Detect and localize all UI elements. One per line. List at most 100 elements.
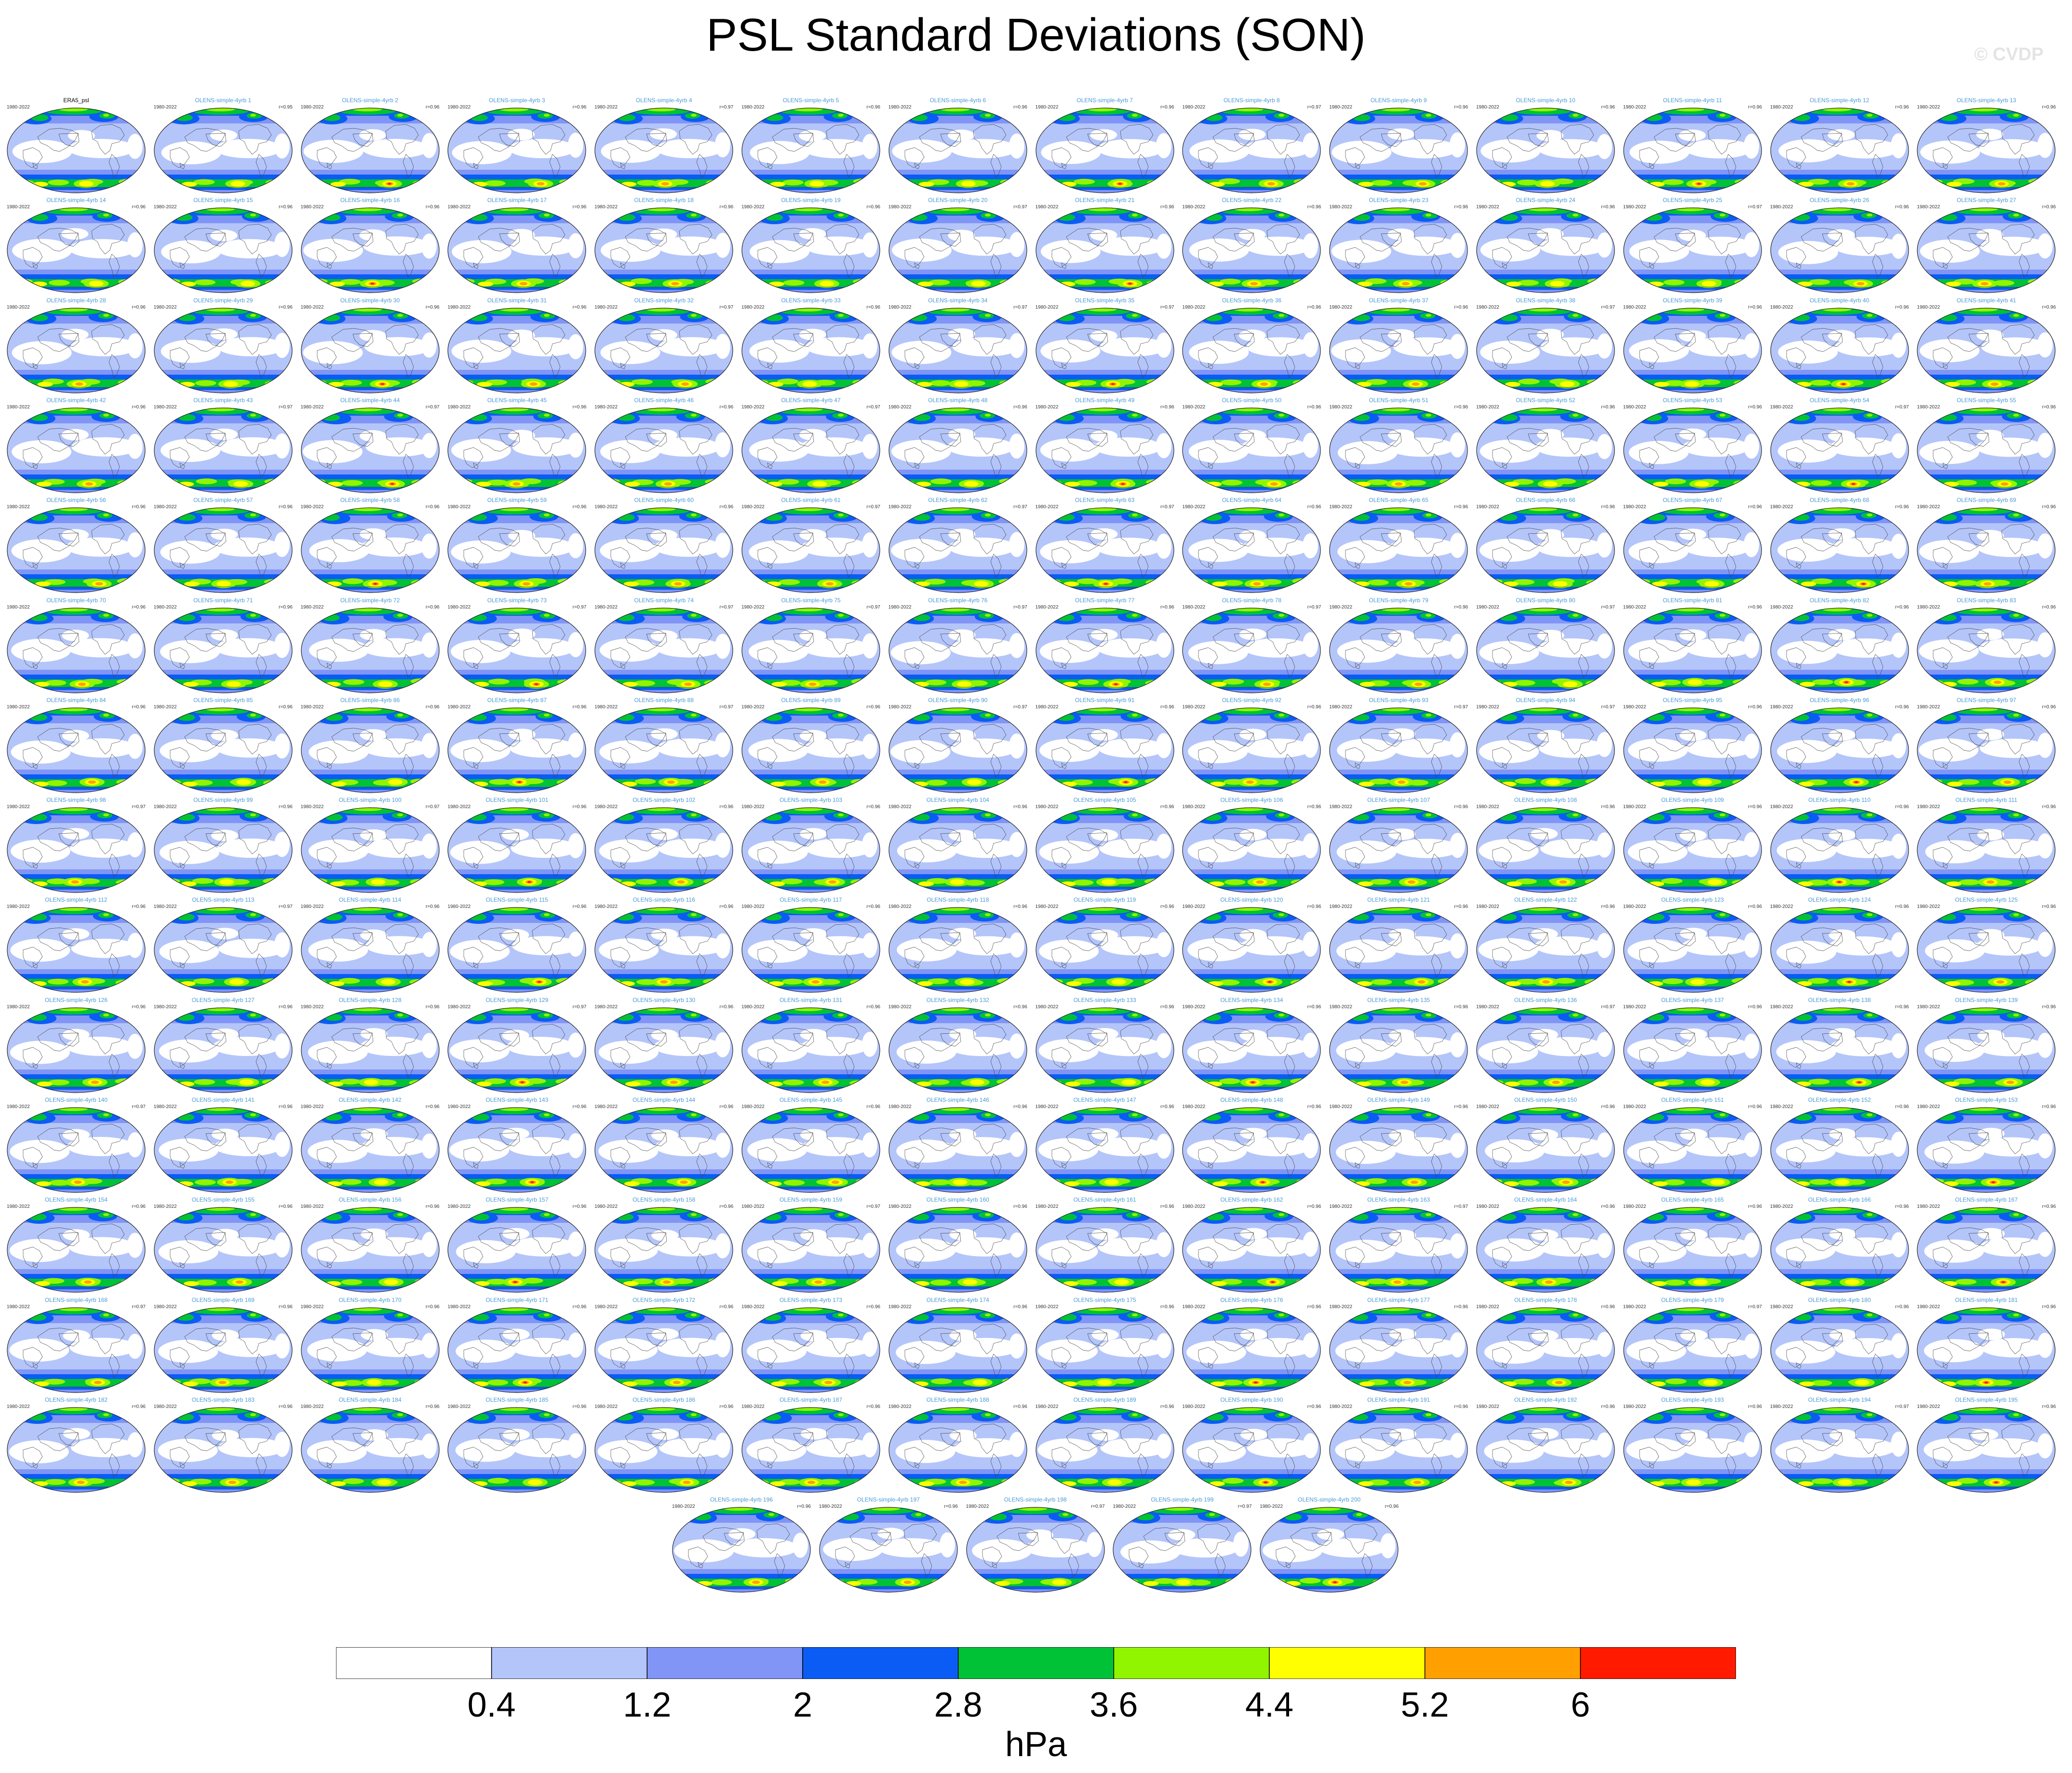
panel-title: OLENS-simple-4yrb 104 [926,797,989,804]
panel-pattern-correlation: r=0.96 [2042,1304,2056,1310]
panel-period: 1980-2022 [1476,1004,1499,1010]
panel-pattern-correlation: r=0.97 [1895,1404,1909,1409]
panel-title: OLENS-simple-4yrb 20 [928,197,988,204]
panel-pattern-correlation: r=0.96 [425,204,440,210]
map [1476,1307,1615,1393]
panel-pattern-correlation: r=0.96 [1160,1304,1174,1310]
ensemble-member-map-panel: OLENS-simple-4yrb 101 1980-2022 r=0.96 [446,796,587,893]
panel-title: OLENS-simple-4yrb 13 [1956,97,2017,104]
panel-pattern-correlation: r=0.96 [1748,1204,1762,1210]
map [447,407,586,493]
panel-title: OLENS-simple-4yrb 109 [1661,797,1724,804]
ensemble-member-map-panel: OLENS-simple-4yrb 59 1980-2022 r=0.96 [446,496,587,593]
panel-title: OLENS-simple-4yrb 30 [340,297,400,304]
map [154,1007,293,1093]
panel-title: OLENS-simple-4yrb 170 [338,1296,402,1303]
map [7,607,146,693]
map [447,607,586,693]
map [1035,108,1174,193]
panel-period: 1980-2022 [594,1304,618,1310]
panel-pattern-correlation: r=0.96 [1385,1504,1399,1510]
colorbar-tick-label: 4.4 [1245,1686,1294,1724]
panel-title: OLENS-simple-4yrb 158 [632,1196,696,1204]
map [154,407,293,493]
map [1770,1007,1909,1093]
ensemble-member-map-panel: OLENS-simple-4yrb 166 1980-2022 r=0.96 [1769,1196,1910,1293]
panel-period: 1980-2022 [741,1104,765,1110]
panel-pattern-correlation: r=0.96 [1601,404,1615,410]
panel-period: 1980-2022 [594,1204,618,1210]
panel-title: OLENS-simple-4yrb 141 [191,1096,255,1103]
panel-title: OLENS-simple-4yrb 133 [1073,996,1136,1003]
panel-title: OLENS-simple-4yrb 138 [1808,996,1871,1003]
ensemble-member-map-panel: OLENS-simple-4yrb 55 1980-2022 r=0.96 [1916,396,2057,493]
panel-title: OLENS-simple-4yrb 127 [191,996,255,1003]
panel-period: 1980-2022 [741,204,765,210]
panel-period: 1980-2022 [153,1104,177,1110]
panel-pattern-correlation: r=0.96 [425,704,440,710]
ensemble-member-map-panel: OLENS-simple-4yrb 200 1980-2022 r=0.96 [1259,1496,1399,1593]
colorbar-swatch [491,1647,648,1679]
map [1917,707,2056,793]
map [154,607,293,693]
ensemble-member-map-panel: OLENS-simple-4yrb 16 1980-2022 r=0.96 [300,196,441,293]
panel-title: OLENS-simple-4yrb 198 [1004,1496,1067,1503]
map [1476,407,1615,493]
panel-period: 1980-2022 [594,904,618,910]
map [1182,907,1321,993]
panel-title: OLENS-simple-4yrb 191 [1367,1396,1430,1403]
ensemble-member-map-panel: OLENS-simple-4yrb 46 1980-2022 r=0.96 [593,396,734,493]
panel-title: OLENS-simple-4yrb 176 [1220,1296,1283,1303]
ensemble-member-map-panel: OLENS-simple-4yrb 8 1980-2022 r=0.97 [1181,96,1322,193]
panel-period: 1980-2022 [1329,604,1353,610]
panel-period: 1980-2022 [1917,1004,1940,1010]
panel-pattern-correlation: r=0.96 [1307,504,1321,510]
map [888,1107,1027,1193]
map [1182,108,1321,193]
panel-period: 1980-2022 [300,504,324,510]
map [1623,108,1762,193]
panel-pattern-correlation: r=0.96 [2042,105,2056,110]
panel-title: OLENS-simple-4yrb 60 [634,497,694,504]
panel-period: 1980-2022 [1035,105,1059,110]
panel-period: 1980-2022 [1182,105,1206,110]
panel-period: 1980-2022 [1476,804,1499,810]
panel-period: 1980-2022 [594,704,618,710]
panel-pattern-correlation: r=0.96 [2042,1204,2056,1210]
ensemble-member-map-panel: OLENS-simple-4yrb 47 1980-2022 r=0.97 [740,396,881,493]
ensemble-member-map-panel: OLENS-simple-4yrb 144 1980-2022 r=0.96 [593,1096,734,1193]
map [154,1307,293,1393]
panel-period: 1980-2022 [1623,304,1646,310]
ensemble-member-map-panel: OLENS-simple-4yrb 171 1980-2022 r=0.96 [446,1296,587,1393]
map [1035,807,1174,893]
panel-period: 1980-2022 [1035,504,1059,510]
map [1623,707,1762,793]
map [1329,307,1468,393]
panel-pattern-correlation: r=0.96 [866,204,880,210]
panel-title: OLENS-simple-4yrb 134 [1220,996,1283,1003]
map [300,707,440,793]
panel-title: OLENS-simple-4yrb 77 [1075,596,1135,604]
panel-title: OLENS-simple-4yrb 168 [44,1296,108,1303]
panel-period: 1980-2022 [1476,404,1499,410]
map [1623,907,1762,993]
panel-pattern-correlation: r=0.96 [279,1204,293,1210]
panel-pattern-correlation: r=0.96 [572,1104,587,1110]
panel-period: 1980-2022 [300,404,324,410]
ensemble-member-map-panel: OLENS-simple-4yrb 7 1980-2022 r=0.96 [1035,96,1175,193]
map [1917,607,2056,693]
panel-title: OLENS-simple-4yrb 196 [710,1496,773,1503]
panel-period: 1980-2022 [1917,604,1940,610]
panel-period: 1980-2022 [888,704,912,710]
map [1035,907,1174,993]
map [447,707,586,793]
map [154,807,293,893]
ensemble-member-map-panel: OLENS-simple-4yrb 178 1980-2022 r=0.96 [1475,1296,1616,1393]
colorbar-swatch [1424,1647,1581,1679]
panel-period: 1980-2022 [1770,1104,1793,1110]
map [447,207,586,293]
ensemble-member-map-panel: OLENS-simple-4yrb 83 1980-2022 r=0.96 [1916,596,2057,693]
panel-period: 1980-2022 [300,1104,324,1110]
panel-pattern-correlation: r=0.96 [279,804,293,810]
map [1623,1007,1762,1093]
